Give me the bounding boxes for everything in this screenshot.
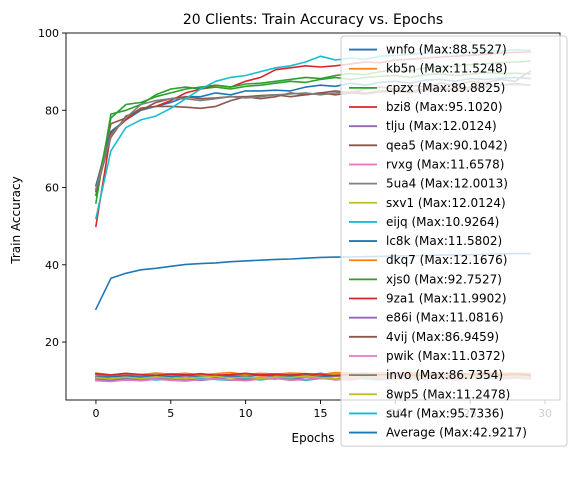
- legend-label: rvxg (Max:11.6578): [386, 157, 504, 171]
- legend-label: tlju (Max:12.0124): [386, 119, 497, 133]
- x-tick-label: 15: [313, 407, 327, 420]
- legend-box: [340, 35, 568, 447]
- x-tick-label: 10: [239, 407, 253, 420]
- legend: wnfo (Max:88.5527) kb5n (Max:11.5248) cpzx…: [340, 35, 568, 447]
- legend-label: dkq7 (Max:12.1676): [386, 253, 507, 267]
- y-axis-label: Train Accuracy: [9, 176, 23, 264]
- x-tick-label: 0: [92, 407, 99, 420]
- y-tick-label: 100: [38, 27, 59, 40]
- y-tick-label: 20: [45, 336, 59, 349]
- legend-label: invo (Max:86.7354): [386, 368, 503, 382]
- x-tick-label: 5: [167, 407, 174, 420]
- legend-label: su4r (Max:95.7336): [386, 406, 504, 420]
- legend-label: cpzx (Max:89.8825): [386, 81, 505, 95]
- legend-label: xjs0 (Max:92.7527): [386, 272, 502, 286]
- legend-label: 9za1 (Max:11.9902): [386, 292, 507, 306]
- legend-label: kb5n (Max:11.5248): [386, 62, 507, 76]
- x-axis-label: Epochs: [292, 431, 335, 445]
- legend-label: pwik (Max:11.0372): [386, 349, 505, 363]
- legend-label: bzi8 (Max:95.1020): [386, 100, 503, 114]
- legend-label: qea5 (Max:90.1042): [386, 138, 508, 152]
- legend-label: 5ua4 (Max:12.0013): [386, 177, 508, 191]
- y-tick-label: 40: [45, 259, 59, 272]
- legend-label: 8wp5 (Max:11.2478): [386, 387, 510, 401]
- legend-label: Average (Max:42.9217): [386, 426, 527, 440]
- legend-label: sxv1 (Max:12.0124): [386, 196, 506, 210]
- legend-label: eijq (Max:10.9264): [386, 215, 499, 229]
- legend-label: wnfo (Max:88.5527): [386, 43, 507, 57]
- y-tick-label: 60: [45, 182, 59, 195]
- legend-label: e86i (Max:11.0816): [386, 311, 504, 325]
- chart-title: 20 Clients: Train Accuracy vs. Epochs: [183, 12, 443, 28]
- legend-label: 4vij (Max:86.9459): [386, 330, 499, 344]
- y-tick-label: 80: [45, 104, 59, 117]
- legend-label: lc8k (Max:11.5802): [386, 234, 502, 248]
